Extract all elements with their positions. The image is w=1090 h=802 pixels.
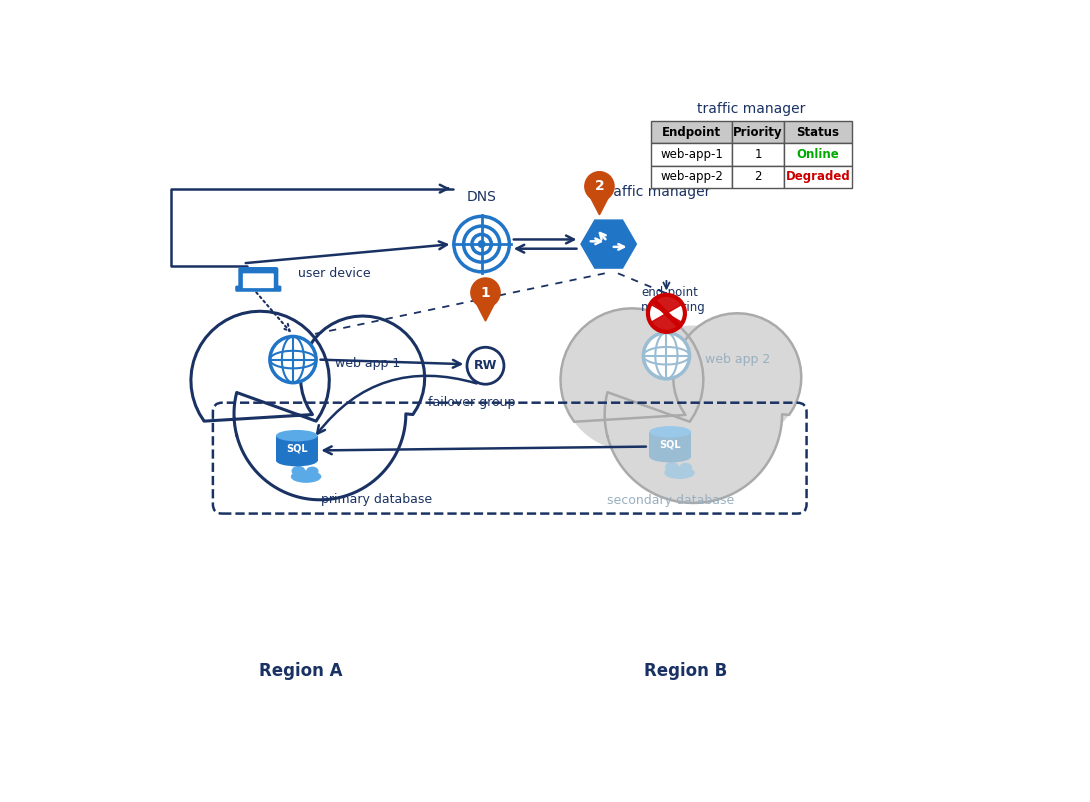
Bar <box>784 165 852 188</box>
Text: 2: 2 <box>594 180 604 193</box>
Text: 2: 2 <box>754 170 762 183</box>
Bar <box>651 165 731 188</box>
Polygon shape <box>588 191 611 215</box>
Ellipse shape <box>276 430 317 441</box>
Text: RW: RW <box>474 359 497 372</box>
Bar <box>731 121 784 144</box>
Text: SQL: SQL <box>659 439 681 449</box>
FancyBboxPatch shape <box>243 273 274 288</box>
Circle shape <box>605 326 783 503</box>
Bar <box>651 121 731 144</box>
Text: web-app-1: web-app-1 <box>661 148 723 161</box>
Circle shape <box>643 333 690 379</box>
Text: 1: 1 <box>754 148 762 161</box>
Text: traffic manager: traffic manager <box>698 103 806 116</box>
Ellipse shape <box>664 467 694 479</box>
Circle shape <box>301 316 425 440</box>
FancyBboxPatch shape <box>235 286 281 291</box>
Circle shape <box>560 308 703 452</box>
Bar <box>731 144 784 165</box>
Circle shape <box>585 172 614 201</box>
Text: primary database: primary database <box>322 493 433 506</box>
Text: failover group: failover group <box>427 396 514 409</box>
Ellipse shape <box>306 467 318 476</box>
Ellipse shape <box>291 471 322 483</box>
Text: Region A: Region A <box>259 662 342 680</box>
Circle shape <box>270 337 316 383</box>
Bar <box>731 165 784 188</box>
Ellipse shape <box>650 426 691 438</box>
Circle shape <box>471 278 500 307</box>
Polygon shape <box>473 297 498 321</box>
Text: web app 1: web app 1 <box>336 357 401 370</box>
Text: user device: user device <box>299 267 371 280</box>
Text: Online: Online <box>797 148 839 161</box>
Circle shape <box>479 241 485 247</box>
Text: 1: 1 <box>481 286 490 300</box>
Bar <box>276 435 317 460</box>
Bar <box>784 121 852 144</box>
Wedge shape <box>651 314 682 332</box>
Text: web app 2: web app 2 <box>705 353 771 366</box>
Bar <box>651 144 731 165</box>
Text: Priority: Priority <box>734 126 783 139</box>
Bar <box>784 144 852 165</box>
Wedge shape <box>651 295 682 314</box>
Text: Region B: Region B <box>644 662 727 680</box>
Circle shape <box>467 347 504 384</box>
Text: Endpoint: Endpoint <box>662 126 720 139</box>
Text: web-app-2: web-app-2 <box>661 170 723 183</box>
Text: SQL: SQL <box>286 444 307 453</box>
Text: Degraded: Degraded <box>786 170 850 183</box>
FancyBboxPatch shape <box>239 268 278 290</box>
Bar <box>650 431 691 457</box>
Ellipse shape <box>665 462 679 472</box>
Ellipse shape <box>650 451 691 463</box>
Text: Status: Status <box>797 126 839 139</box>
Text: traffic manager: traffic manager <box>603 185 711 200</box>
Circle shape <box>453 217 509 272</box>
Circle shape <box>191 311 329 450</box>
Text: secondary database: secondary database <box>607 494 734 507</box>
Text: DNS: DNS <box>467 190 497 204</box>
Circle shape <box>234 328 405 500</box>
Circle shape <box>674 314 801 441</box>
Ellipse shape <box>276 455 317 466</box>
Ellipse shape <box>291 466 305 476</box>
Text: end-point
monitoring: end-point monitoring <box>641 286 705 314</box>
Circle shape <box>647 295 685 332</box>
Ellipse shape <box>679 463 692 472</box>
